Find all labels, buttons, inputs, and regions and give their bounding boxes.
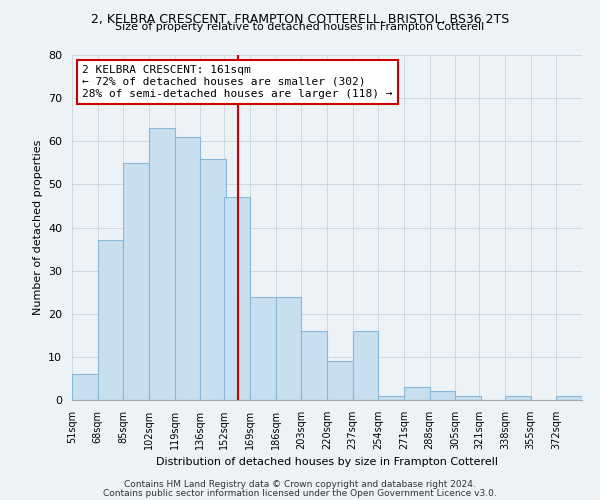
X-axis label: Distribution of detached houses by size in Frampton Cotterell: Distribution of detached houses by size … <box>156 458 498 468</box>
Bar <box>353 331 379 400</box>
Bar <box>327 361 353 400</box>
Bar <box>124 163 149 400</box>
Text: 2, KELBRA CRESCENT, FRAMPTON COTTERELL, BRISTOL, BS36 2TS: 2, KELBRA CRESCENT, FRAMPTON COTTERELL, … <box>91 12 509 26</box>
Text: Contains HM Land Registry data © Crown copyright and database right 2024.: Contains HM Land Registry data © Crown c… <box>124 480 476 489</box>
Bar <box>250 296 275 400</box>
Bar <box>379 396 404 400</box>
Bar <box>275 296 301 400</box>
Bar <box>455 396 481 400</box>
Bar <box>505 396 530 400</box>
Bar <box>301 331 327 400</box>
Bar <box>98 240 124 400</box>
Bar <box>149 128 175 400</box>
Bar <box>430 392 455 400</box>
Bar <box>72 374 98 400</box>
Bar <box>404 387 430 400</box>
Bar <box>175 137 200 400</box>
Text: Contains public sector information licensed under the Open Government Licence v3: Contains public sector information licen… <box>103 488 497 498</box>
Text: 2 KELBRA CRESCENT: 161sqm
← 72% of detached houses are smaller (302)
28% of semi: 2 KELBRA CRESCENT: 161sqm ← 72% of detac… <box>82 66 392 98</box>
Bar <box>556 396 582 400</box>
Bar <box>224 198 250 400</box>
Bar <box>200 158 226 400</box>
Text: Size of property relative to detached houses in Frampton Cotterell: Size of property relative to detached ho… <box>115 22 485 32</box>
Y-axis label: Number of detached properties: Number of detached properties <box>32 140 43 315</box>
